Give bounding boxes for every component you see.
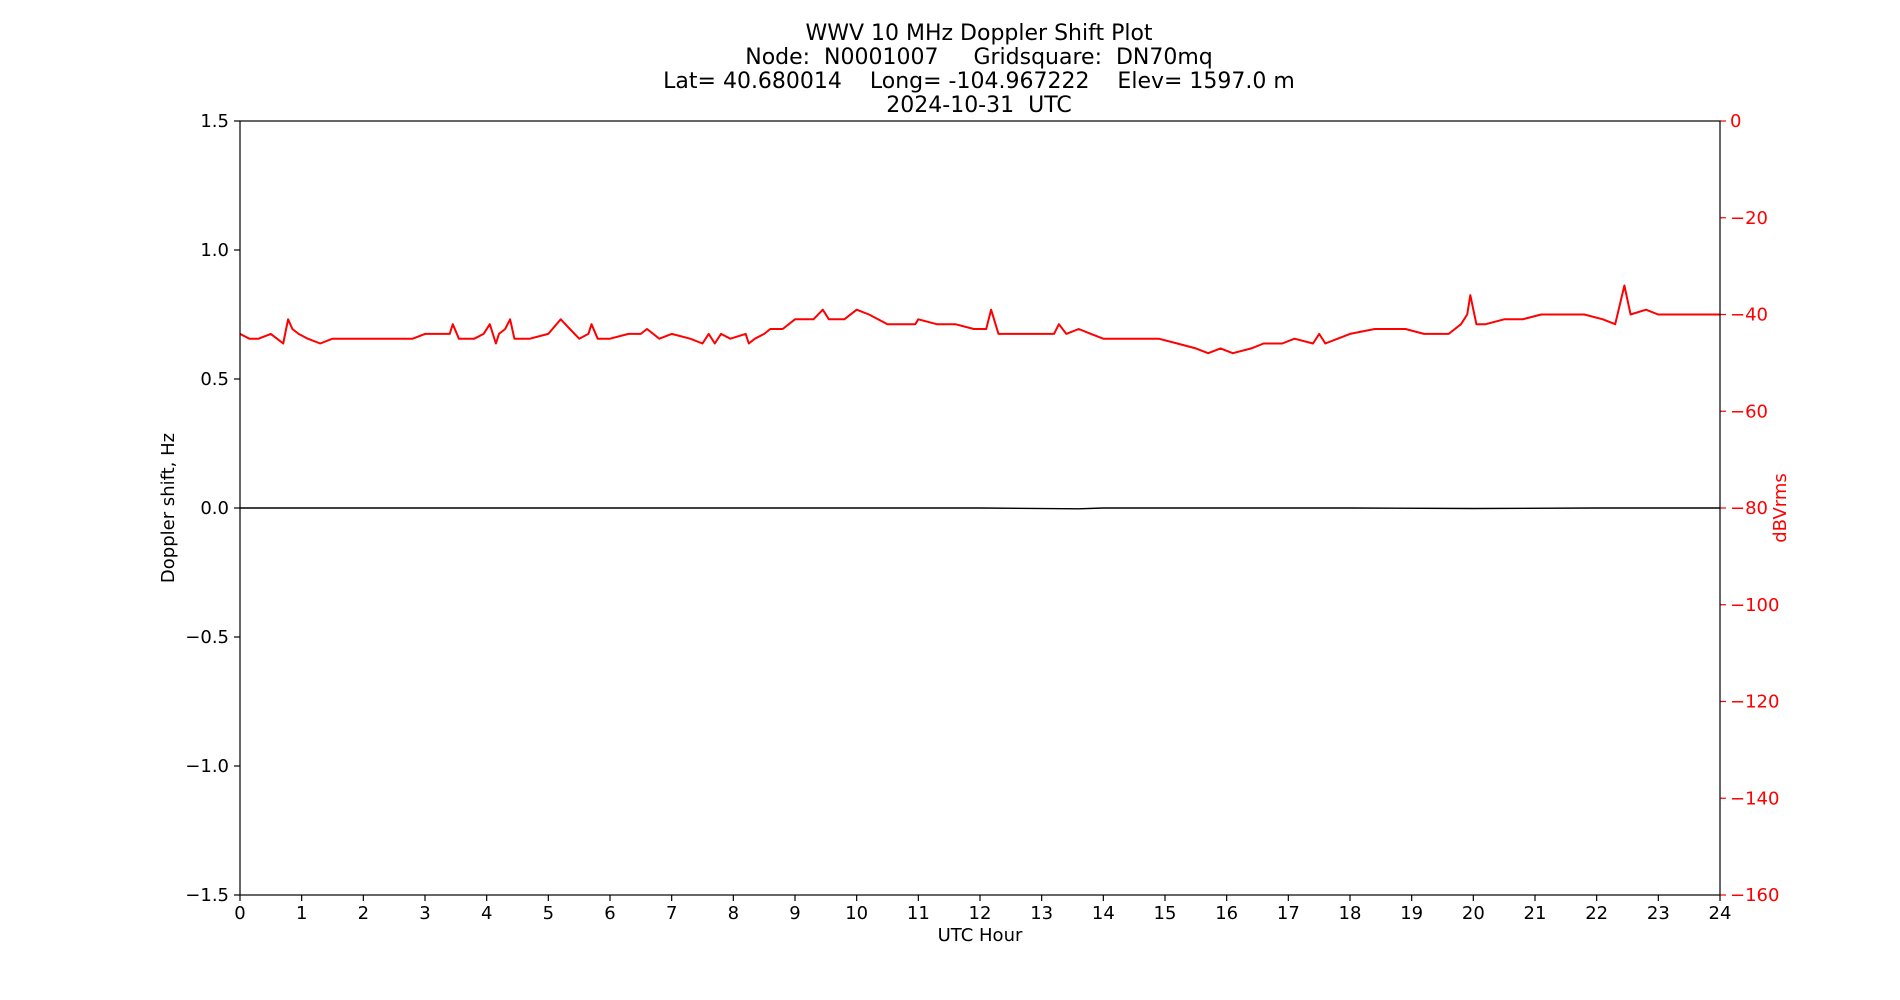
x-tick-label-22: 22 — [1585, 903, 1608, 924]
y2-tick-label-6: −120 — [1730, 692, 1779, 713]
x-tick-label-10: 10 — [845, 903, 868, 924]
y-tick-label-1: 1.0 — [200, 240, 229, 261]
power-series-line — [239, 284, 1720, 355]
x-tick-label-6: 6 — [604, 903, 615, 924]
y-axis-label: Doppler shift, Hz — [158, 433, 179, 583]
y-tick-label-5: −1.0 — [185, 756, 229, 777]
x-tick-label-12: 12 — [969, 903, 992, 924]
x-tick-label-23: 23 — [1647, 903, 1670, 924]
x-tick-label-18: 18 — [1339, 903, 1362, 924]
y2-tick-label-3: −60 — [1730, 401, 1768, 422]
x-tick-label-5: 5 — [543, 903, 554, 924]
x-tick-label-19: 19 — [1400, 903, 1423, 924]
y2-tick-label-2: −40 — [1730, 305, 1768, 326]
doppler-series-line — [240, 507, 1720, 510]
x-tick-label-15: 15 — [1154, 903, 1177, 924]
x-tick-label-21: 21 — [1524, 903, 1547, 924]
y2-tick-label-8: −160 — [1730, 885, 1779, 906]
x-tick-label-8: 8 — [728, 903, 739, 924]
y2-axis-label: dBVrms — [1770, 473, 1791, 543]
x-tick-label-4: 4 — [481, 903, 492, 924]
chart-subtitle-location: Lat= 40.680014 Long= -104.967222 Elev= 1… — [663, 69, 1295, 94]
x-tick-label-14: 14 — [1092, 903, 1115, 924]
y2-axis-ticks: 0 −20 −40 −60 −80 −100 −120 −140 −160 — [1720, 111, 1779, 906]
x-tick-label-11: 11 — [907, 903, 930, 924]
y2-tick-label-5: −100 — [1730, 595, 1779, 616]
chart-subtitle-date: 2024-10-31 UTC — [886, 93, 1072, 118]
x-tick-label-2: 2 — [358, 903, 369, 924]
chart-title: WWV 10 MHz Doppler Shift Plot — [805, 21, 1153, 46]
x-tick-label-0: 0 — [234, 903, 245, 924]
chart-subtitle-node: Node: N0001007 Gridsquare: DN70mq — [745, 45, 1213, 70]
y2-tick-label-0: 0 — [1730, 111, 1741, 132]
x-tick-label-17: 17 — [1277, 903, 1300, 924]
y-axis-ticks: 1.5 1.0 0.5 0.0 −0.5 −1.0 −1.5 — [185, 111, 240, 906]
x-tick-label-24: 24 — [1709, 903, 1732, 924]
y2-tick-label-7: −140 — [1730, 788, 1779, 809]
y-tick-label-6: −1.5 — [185, 885, 229, 906]
chart-title-block: WWV 10 MHz Doppler Shift Plot Node: N000… — [0, 22, 1900, 118]
x-axis-label: UTC Hour — [938, 925, 1023, 946]
y2-tick-label-4: −80 — [1730, 498, 1768, 519]
x-axis-ticks: 0 1 2 3 4 5 6 7 8 9 10 11 12 13 14 15 16 17 18 19 20 21 22 23 24 — [234, 895, 1731, 924]
y-tick-label-0: 1.5 — [200, 111, 229, 132]
y-tick-label-3: 0.0 — [200, 498, 229, 519]
plot-series — [239, 284, 1720, 510]
y-tick-label-2: 0.5 — [200, 369, 229, 390]
x-tick-label-13: 13 — [1030, 903, 1053, 924]
y2-tick-label-1: −20 — [1730, 208, 1768, 229]
x-tick-label-3: 3 — [419, 903, 430, 924]
y-tick-label-4: −0.5 — [185, 627, 229, 648]
plot-frame — [239, 120, 1721, 896]
x-tick-label-7: 7 — [666, 903, 677, 924]
x-tick-label-1: 1 — [296, 903, 307, 924]
x-tick-label-9: 9 — [789, 903, 800, 924]
x-tick-label-20: 20 — [1462, 903, 1485, 924]
x-tick-label-16: 16 — [1215, 903, 1238, 924]
